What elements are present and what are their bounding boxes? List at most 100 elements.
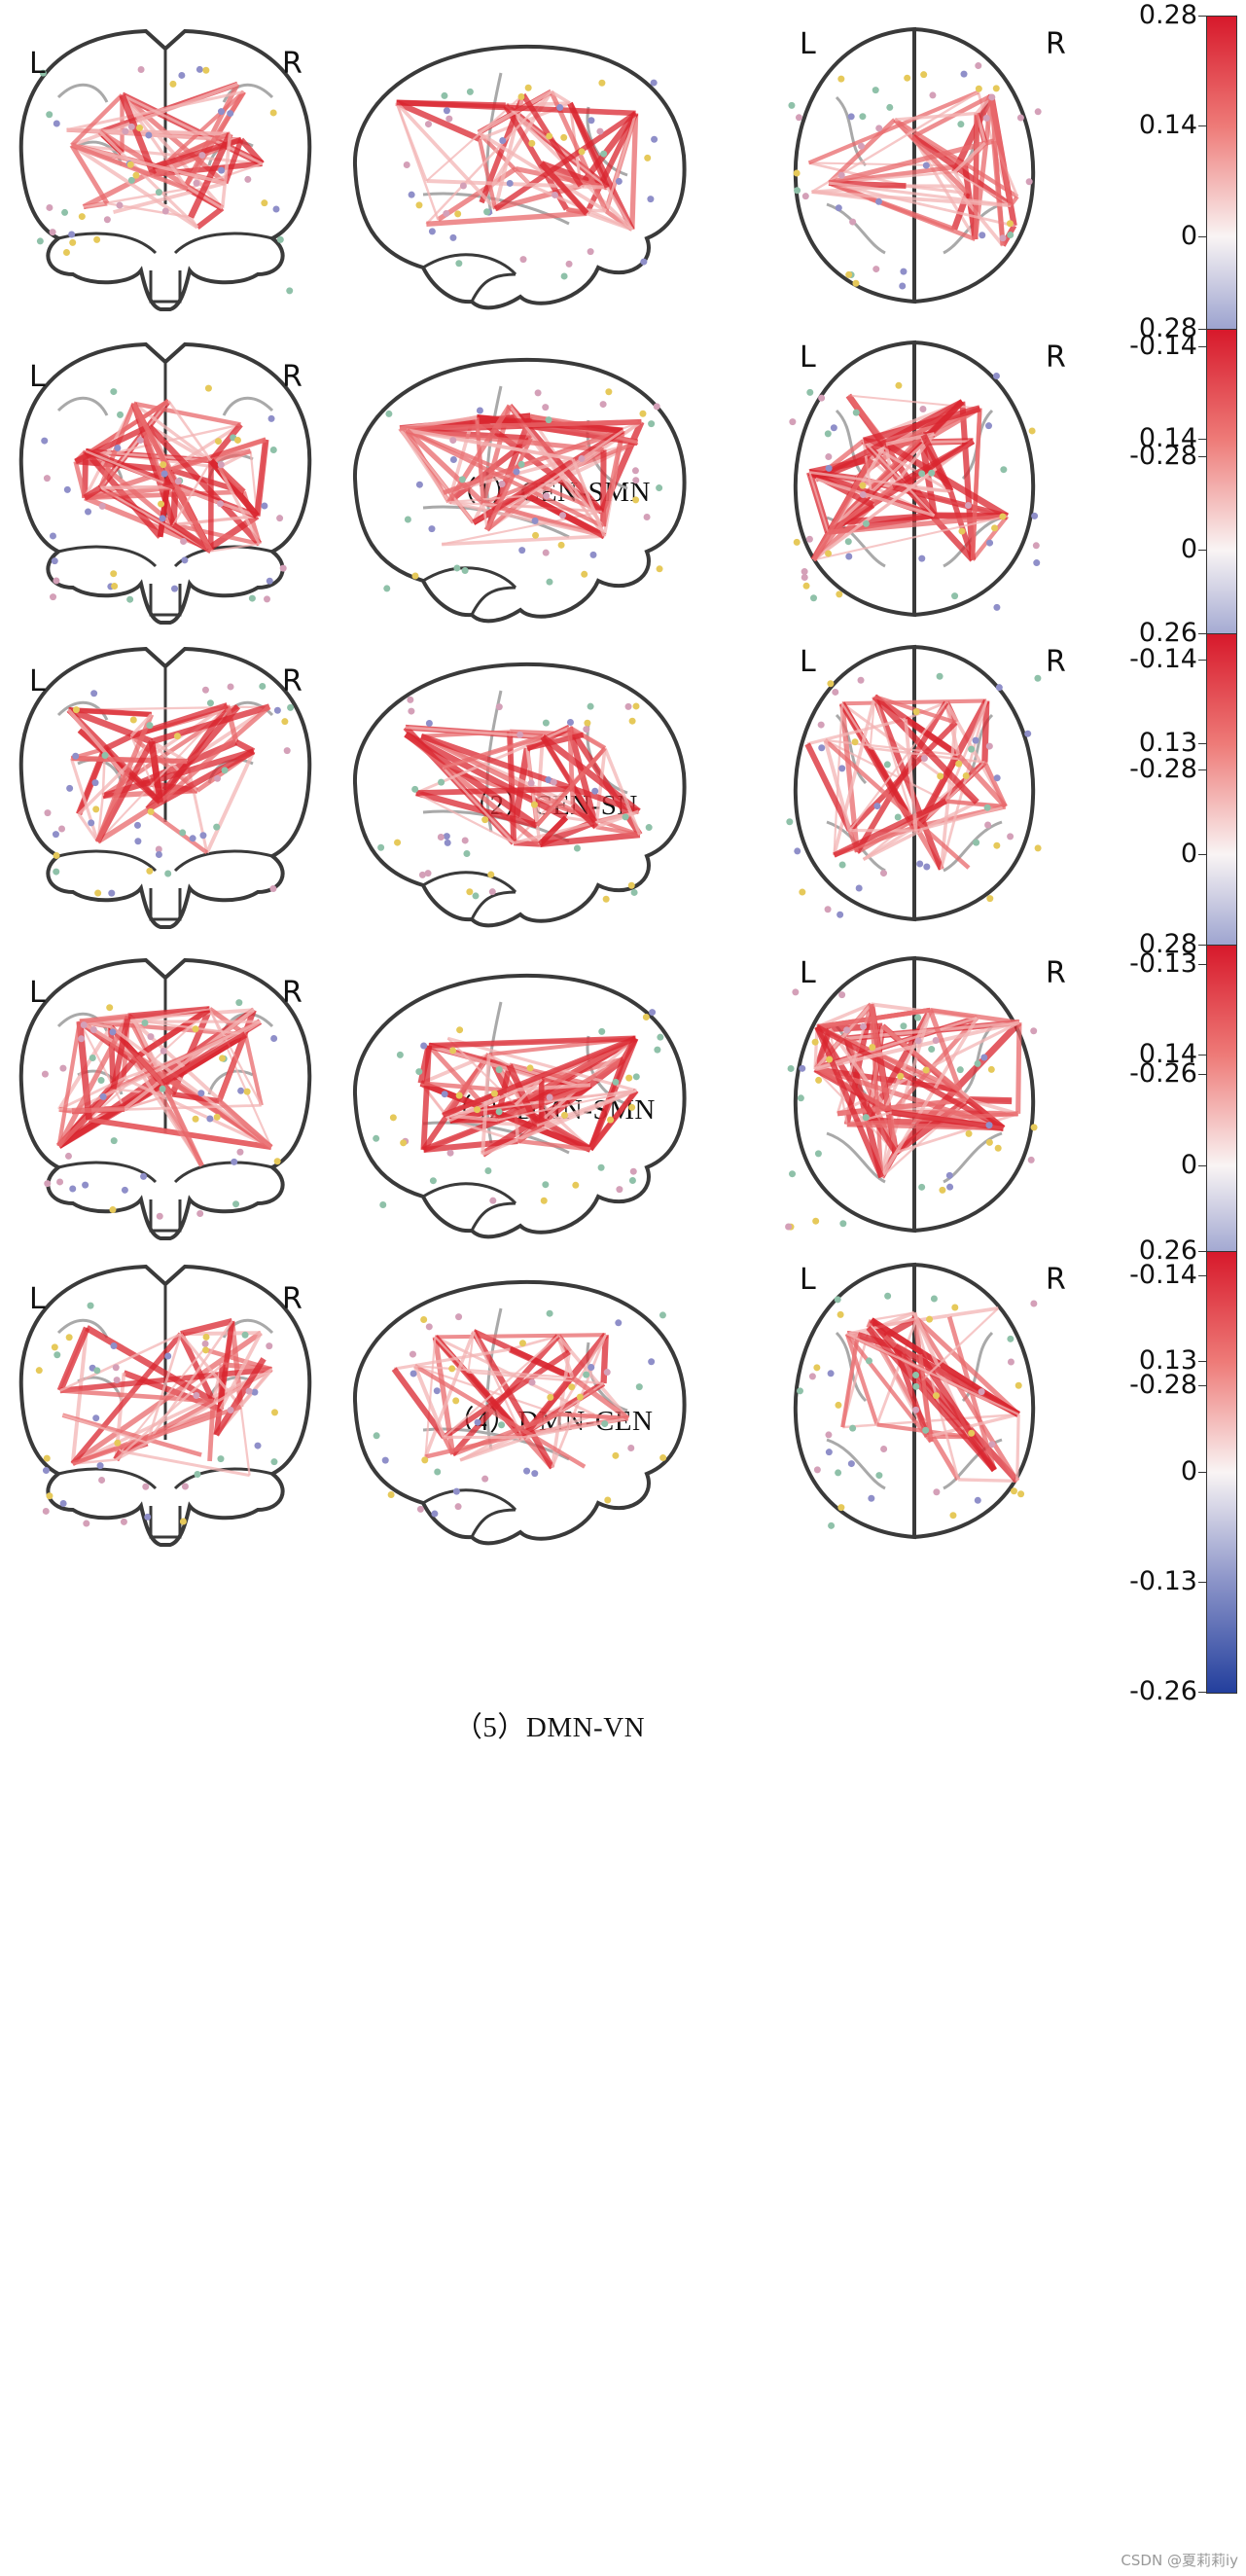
edge [71,82,238,147]
roi-node [409,1370,417,1377]
edge [823,739,852,832]
roi-node [843,1026,851,1034]
roi-node [156,1212,163,1220]
edge [514,1078,543,1106]
edge [952,185,1005,247]
roi-node [552,191,559,198]
roi-node [526,1064,534,1072]
edge [217,466,262,545]
edge [428,1044,543,1082]
edge [848,701,947,832]
roi-node [63,485,71,493]
panel-caption: （5）DMN-VN [453,1712,646,1743]
roi-node [838,991,846,999]
roi-node [642,1013,650,1020]
edge [813,515,1008,561]
edge [891,1109,1004,1131]
roi-node [869,1044,876,1052]
roi-node [630,888,638,896]
edge [178,1332,216,1403]
roi-node [53,868,60,876]
roi-node [531,517,539,524]
roi-node [830,424,837,432]
roi-node [651,135,659,143]
roi-node [126,595,134,603]
axial-view [789,340,1041,618]
roi-nodes [41,999,281,1220]
roi-node [648,420,656,428]
roi-node [657,1033,664,1041]
edge [115,1441,149,1461]
coronal-outline [18,341,312,625]
roi-node [189,835,196,842]
roi-node [1034,674,1042,682]
edge [540,733,641,814]
roi-node [933,1488,941,1496]
roi-node [862,1114,870,1122]
edge [921,1307,1000,1381]
roi-node [44,1180,52,1188]
roi-node [922,161,930,169]
roi-node [859,113,867,121]
roi-node [458,476,466,483]
roi-node [900,268,908,275]
roi-node [120,1518,127,1525]
edge [71,1105,125,1114]
roi-node [145,131,153,139]
roi-node [377,843,385,851]
roi-node [922,1066,930,1074]
roi-node [173,733,181,740]
edge [159,704,271,805]
roi-node [179,1518,187,1525]
edge [448,494,528,504]
roi-node [192,1115,199,1123]
colorbar-tick-label: 0 [1180,220,1197,251]
roi-node [628,1176,636,1184]
roi-node [196,65,203,73]
colorbar-tick [1198,1581,1206,1583]
edge [823,738,971,870]
roi-node [601,1420,609,1428]
roi-node [261,502,268,510]
roi-node [968,1429,976,1437]
roi-node [270,1458,278,1466]
roi-node [799,888,806,896]
roi-node [794,187,801,195]
roi-node [904,74,911,82]
roi-node [113,1377,121,1384]
roi-node [844,538,852,546]
roi-node [984,821,992,829]
roi-node [194,1470,201,1478]
edge [1015,1413,1020,1482]
roi-node [266,577,273,585]
roi-node [615,177,623,185]
edge [893,1342,1020,1418]
roi-node [793,169,801,177]
roi-node [114,444,122,451]
roi-node [93,235,101,243]
roi-node [900,1022,908,1030]
roi-node [527,779,535,787]
roi-node [813,1466,821,1474]
sagittal-outline [352,357,687,624]
roi-node [945,1171,953,1179]
edge [840,702,872,749]
edge [67,708,125,776]
roi-node [236,1148,244,1156]
edge [77,740,154,816]
colorbar-tick-label: 0 [1180,533,1197,564]
roi-node [826,1055,834,1063]
roi-node [806,388,814,396]
edge [811,190,1012,208]
roi-node [235,999,243,1007]
roi-node [180,538,188,546]
edge [904,716,961,758]
colorbar-tick-label: -0.13 [1129,948,1197,979]
roi-node [455,260,463,268]
roi-node [628,1103,636,1111]
edge [185,184,224,210]
edge [814,1025,885,1179]
sagittal-view [352,357,687,624]
roi-node [233,436,241,444]
edge [59,1388,214,1404]
